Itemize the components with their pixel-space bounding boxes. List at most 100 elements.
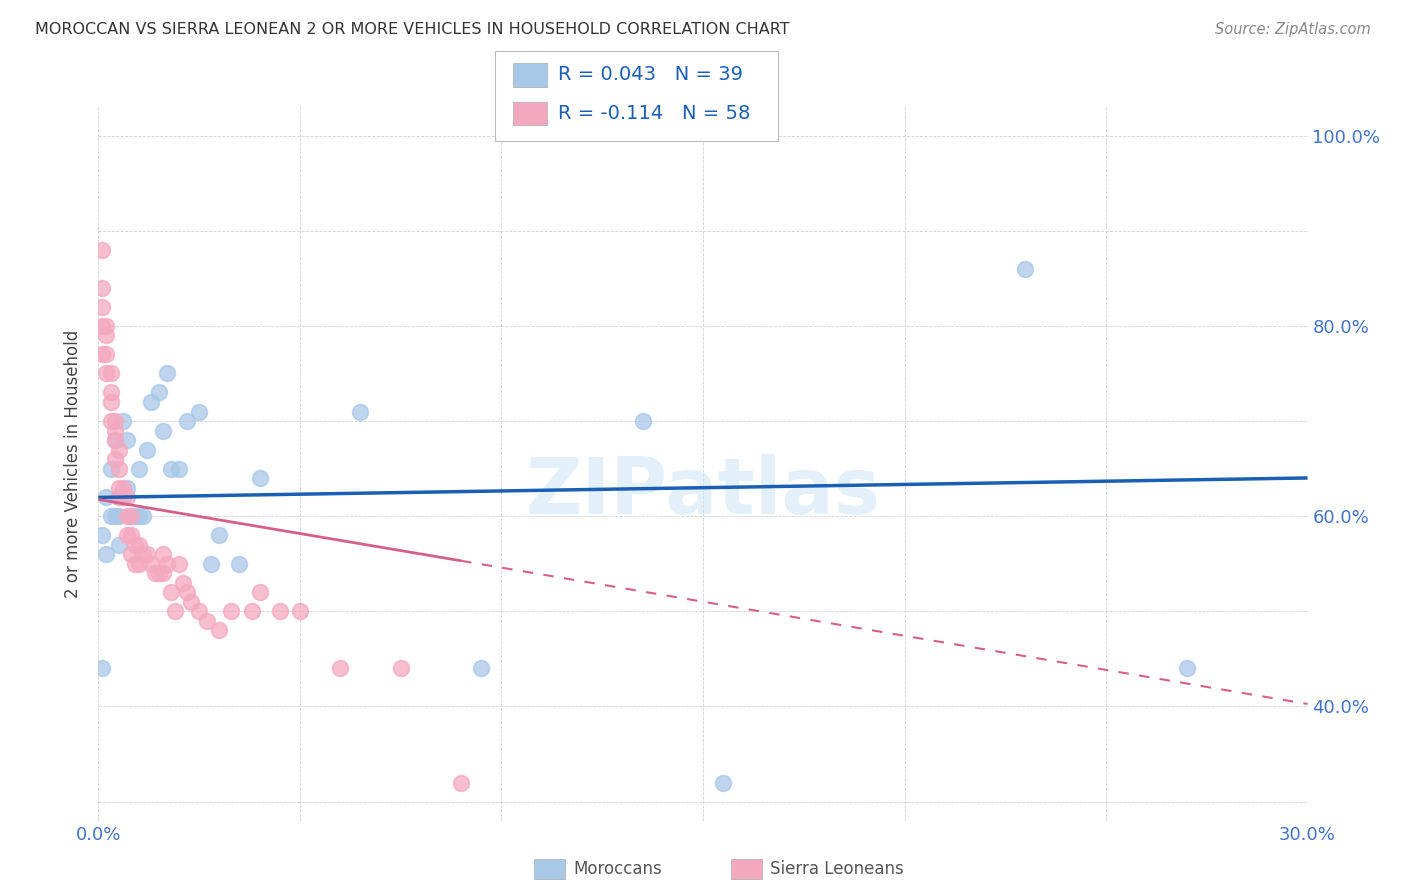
Point	[100, 395, 122, 409]
Point	[148, 385, 170, 400]
Point	[96, 318, 118, 333]
Point	[103, 509, 125, 524]
Point	[1014, 261, 1036, 276]
Point	[167, 461, 190, 475]
Point	[249, 471, 271, 485]
Point	[107, 481, 129, 495]
Point	[180, 595, 202, 609]
Point	[91, 281, 114, 295]
Point	[132, 509, 155, 524]
Point	[172, 575, 194, 590]
Point	[124, 509, 146, 524]
Text: MOROCCAN VS SIERRA LEONEAN 2 OR MORE VEHICLES IN HOUSEHOLD CORRELATION CHART: MOROCCAN VS SIERRA LEONEAN 2 OR MORE VEH…	[35, 22, 790, 37]
Point	[195, 614, 218, 628]
Point	[163, 604, 186, 618]
Point	[100, 385, 122, 400]
Point	[135, 547, 157, 561]
Point	[269, 604, 291, 618]
Point	[100, 461, 122, 475]
Point	[91, 300, 114, 314]
Point	[631, 414, 654, 428]
Text: Source: ZipAtlas.com: Source: ZipAtlas.com	[1215, 22, 1371, 37]
Point	[111, 481, 134, 495]
Point	[111, 490, 134, 504]
Point	[107, 461, 129, 475]
Point	[91, 318, 114, 333]
Point	[200, 557, 222, 571]
Text: R = 0.043   N = 39: R = 0.043 N = 39	[558, 65, 744, 85]
Point	[167, 557, 190, 571]
Point	[91, 528, 114, 542]
Point	[115, 481, 138, 495]
Y-axis label: 2 or more Vehicles in Household: 2 or more Vehicles in Household	[65, 330, 83, 598]
Point	[470, 661, 492, 675]
Point	[107, 442, 129, 457]
Point	[120, 509, 142, 524]
Point	[228, 557, 250, 571]
Point	[103, 433, 125, 447]
Point	[128, 538, 150, 552]
Point	[100, 414, 122, 428]
Point	[103, 424, 125, 438]
Point	[240, 604, 263, 618]
Point	[188, 404, 211, 418]
Point	[208, 528, 231, 542]
Point	[139, 557, 162, 571]
Point	[100, 509, 122, 524]
Point	[188, 604, 211, 618]
Point	[132, 547, 155, 561]
Point	[208, 624, 231, 638]
Point	[221, 604, 243, 618]
Point	[91, 661, 114, 675]
Point	[152, 547, 174, 561]
Point	[96, 347, 118, 361]
Text: Sierra Leoneans: Sierra Leoneans	[770, 860, 904, 878]
Point	[349, 404, 371, 418]
Point	[152, 566, 174, 581]
Point	[120, 528, 142, 542]
Point	[389, 661, 412, 675]
Text: R = -0.114   N = 58: R = -0.114 N = 58	[558, 103, 751, 123]
Point	[152, 424, 174, 438]
Point	[91, 347, 114, 361]
Point	[100, 367, 122, 381]
Point	[120, 547, 142, 561]
Point	[107, 509, 129, 524]
Point	[115, 433, 138, 447]
Point	[148, 566, 170, 581]
Point	[120, 509, 142, 524]
Point	[124, 538, 146, 552]
Point	[107, 490, 129, 504]
Point	[111, 490, 134, 504]
Point	[156, 557, 179, 571]
Point	[249, 585, 271, 599]
Point	[329, 661, 352, 675]
Point	[288, 604, 311, 618]
Point	[143, 566, 166, 581]
Text: ZIPatlas: ZIPatlas	[526, 454, 880, 531]
Point	[103, 452, 125, 467]
Point	[1175, 661, 1198, 675]
Point	[176, 414, 198, 428]
Point	[91, 243, 114, 257]
Point	[96, 367, 118, 381]
Point	[156, 367, 179, 381]
Point	[128, 557, 150, 571]
Point	[160, 585, 183, 599]
Point	[107, 538, 129, 552]
Point	[135, 442, 157, 457]
Point	[115, 528, 138, 542]
Point	[128, 461, 150, 475]
Point	[111, 414, 134, 428]
Point	[107, 490, 129, 504]
Point	[96, 547, 118, 561]
Text: Moroccans: Moroccans	[574, 860, 662, 878]
Point	[160, 461, 183, 475]
Point	[124, 557, 146, 571]
Point	[96, 328, 118, 343]
Point	[128, 509, 150, 524]
Point	[711, 775, 734, 789]
Point	[176, 585, 198, 599]
Point	[96, 490, 118, 504]
Point	[115, 509, 138, 524]
